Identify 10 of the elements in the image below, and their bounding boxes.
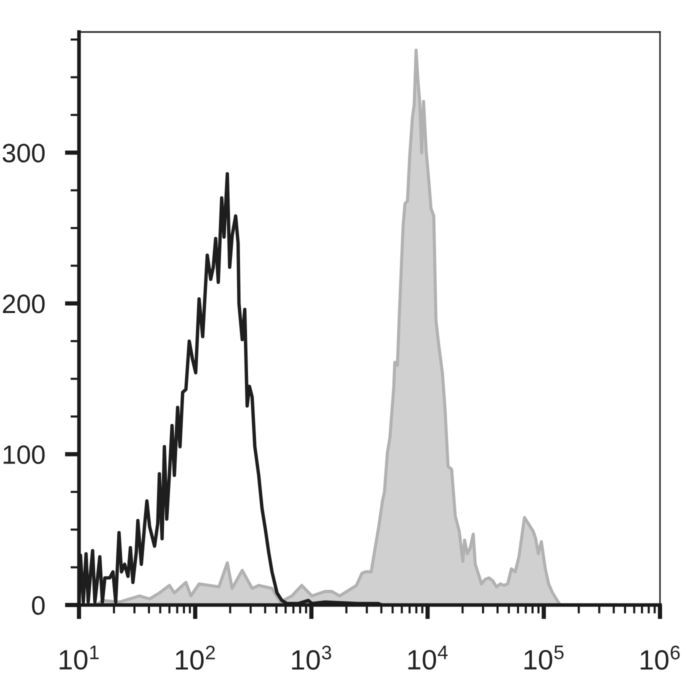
y-tick-label: 0: [32, 596, 45, 615]
y-tick-label: 200: [2, 294, 45, 314]
y-tick-label: 100: [4, 445, 45, 464]
x-tick-label: 10$^{2}$: [176, 646, 215, 670]
x-tick-label: 10$^{3}$: [292, 646, 332, 670]
x-tick-label: 10$^{4}$: [408, 646, 448, 670]
x-tick-label: 10$^{1}$: [60, 646, 99, 670]
x-tick-label: 10$^{6}$: [640, 646, 680, 670]
y-tick-label: 300: [2, 144, 45, 162]
x-tick-label: 10$^{5}$: [524, 646, 564, 670]
